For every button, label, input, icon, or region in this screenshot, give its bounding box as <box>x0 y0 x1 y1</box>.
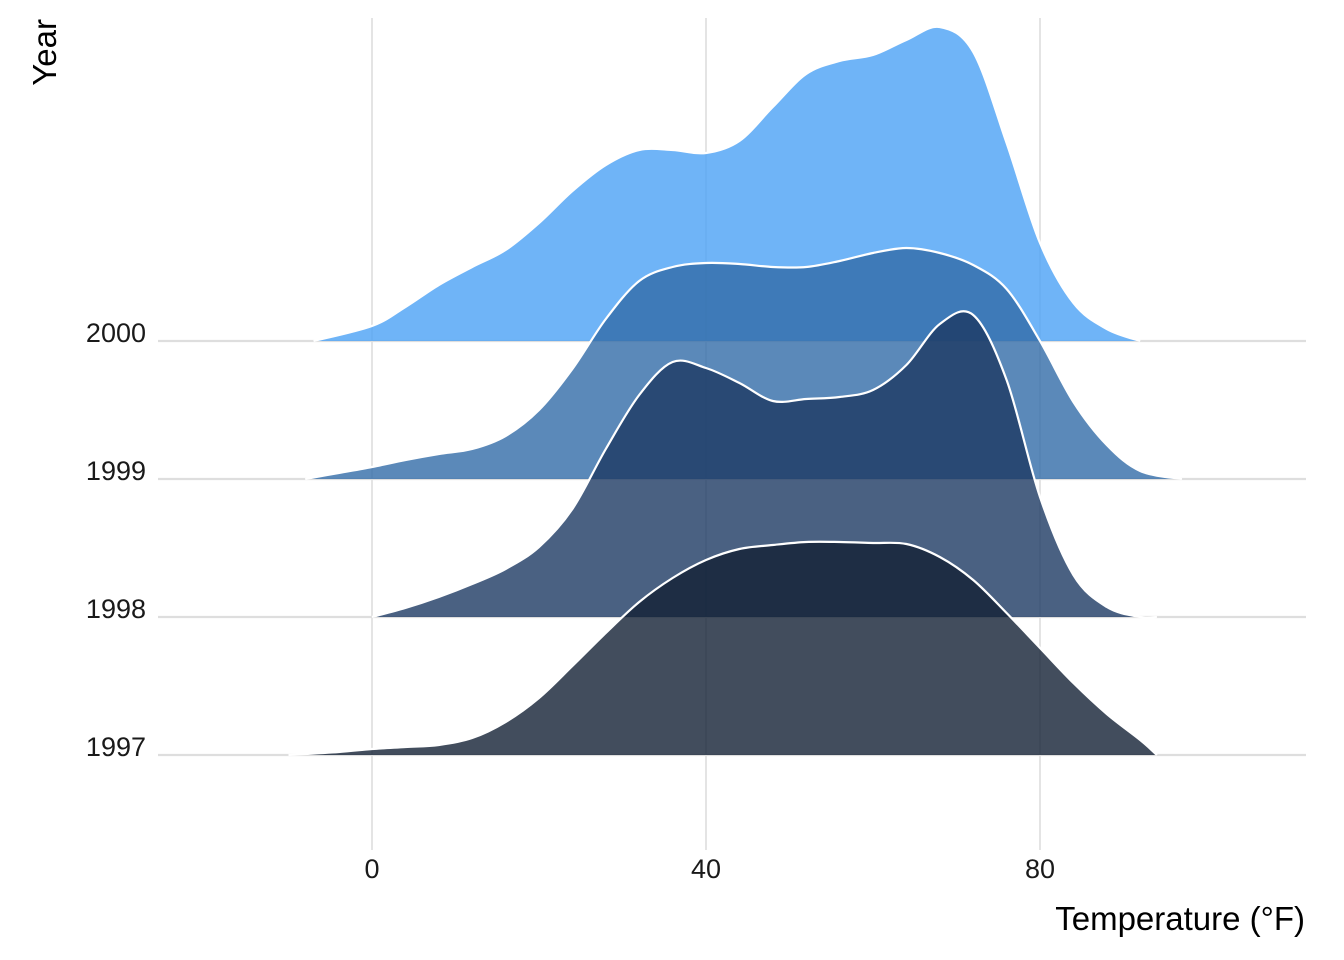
ridge-1998 <box>371 310 1157 619</box>
y-tick-label: 1997 <box>86 732 146 762</box>
x-tick-labels: 0 40 80 <box>364 854 1055 884</box>
y-axis-title: Year <box>26 19 63 86</box>
ridge-area <box>288 541 1157 755</box>
y-tick-label: 2000 <box>86 318 146 348</box>
ridge-area <box>372 311 1157 618</box>
y-tick-label: 1998 <box>86 594 146 624</box>
x-tick-label: 40 <box>691 854 721 884</box>
ridge-outline <box>305 246 1183 481</box>
ridge-1997 <box>288 540 1158 757</box>
x-tick-label: 0 <box>364 854 379 884</box>
y-tick-labels: 1997 1998 1999 2000 <box>86 318 146 762</box>
density-ridges <box>288 25 1183 757</box>
x-axis-title: Temperature (°F) <box>1055 900 1305 937</box>
ridge-outline <box>371 310 1157 619</box>
x-tick-label: 80 <box>1025 854 1055 884</box>
ridge-outline <box>313 25 1141 343</box>
y-tick-label: 1999 <box>86 456 146 486</box>
ridge-outline <box>288 540 1158 757</box>
